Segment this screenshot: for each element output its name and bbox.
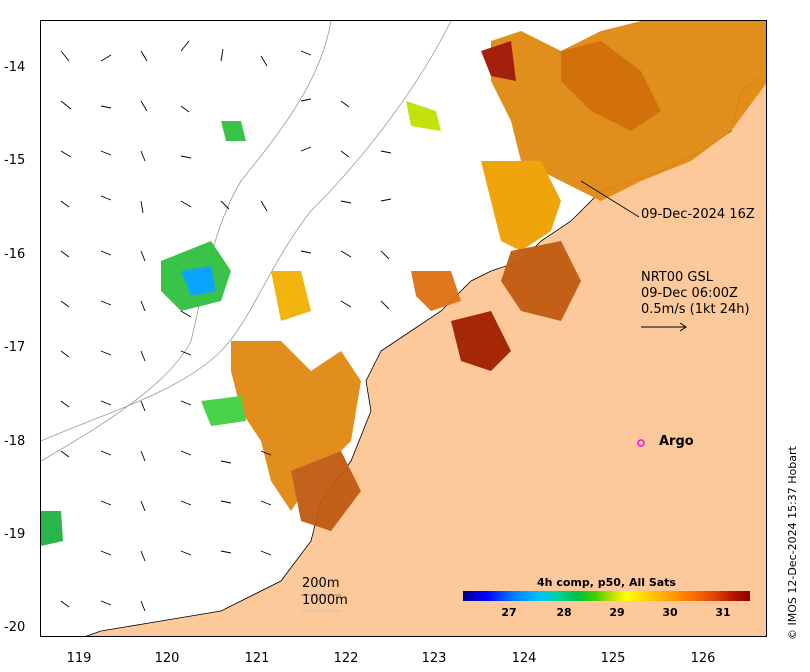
sea-surface-temperature-overlay: [41, 21, 766, 546]
y-tick-label: -15: [4, 153, 26, 168]
y-tick-label: -19: [4, 527, 26, 542]
x-tick-label: 123: [421, 651, 447, 666]
y-tick-label: -17: [4, 340, 26, 355]
x-tick-label: 126: [690, 651, 716, 666]
x-tick-label: 121: [244, 651, 270, 666]
colorbar-tick: 31: [715, 606, 731, 619]
reference-arrow: [641, 322, 687, 332]
map-canvas: [41, 21, 766, 636]
colorbar-tick: 27: [501, 606, 517, 619]
y-tick-label: -18: [4, 434, 26, 449]
x-tick-label: 122: [333, 651, 359, 666]
pointer-line: [580, 180, 640, 218]
current-model-label: NRT00 GSL: [641, 270, 713, 285]
credit-label: © IMOS 12-Dec-2024 15:37 Hobart: [786, 446, 799, 640]
colorbar-tick: 28: [556, 606, 572, 619]
bathymetry-1000m-label: 1000m: [302, 593, 348, 608]
y-tick-label: -16: [4, 247, 26, 262]
satellite-time-label: 09-Dec-2024 16Z: [641, 207, 755, 222]
y-tick-label: -20: [4, 620, 26, 635]
current-time-label: 09-Dec 06:00Z: [641, 286, 738, 301]
x-tick-label: 124: [511, 651, 537, 666]
current-scale-label: 0.5m/s (1kt 24h): [641, 302, 750, 317]
current-vector-field: [60, 40, 392, 612]
x-tick-label: 125: [600, 651, 626, 666]
bathymetry-1000m-contour: [41, 21, 452, 442]
argo-float-marker: [637, 439, 645, 447]
argo-label: Argo: [659, 434, 694, 449]
colorbar-title: 4h comp, p50, All Sats: [537, 576, 676, 589]
colorbar-tick: 30: [662, 606, 678, 619]
x-tick-label: 120: [154, 651, 180, 666]
colorbar-tick: 29: [609, 606, 625, 619]
colorbar: [463, 591, 750, 601]
bathymetry-200m-label: 200m: [302, 576, 340, 591]
y-tick-label: -14: [4, 60, 26, 75]
x-tick-label: 119: [66, 651, 92, 666]
map-panel[interactable]: [40, 20, 767, 637]
